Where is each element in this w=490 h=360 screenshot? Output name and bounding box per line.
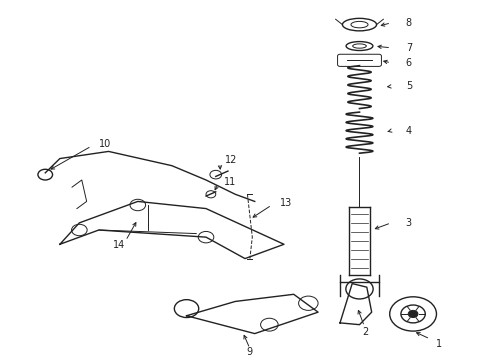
Text: 4: 4 xyxy=(406,126,412,136)
Text: 12: 12 xyxy=(224,156,237,165)
Text: 3: 3 xyxy=(406,218,412,228)
FancyBboxPatch shape xyxy=(338,54,381,66)
Text: 2: 2 xyxy=(363,327,369,337)
Text: 13: 13 xyxy=(280,198,293,208)
Text: 14: 14 xyxy=(113,240,125,250)
Text: 9: 9 xyxy=(247,347,253,357)
Text: 5: 5 xyxy=(406,81,412,91)
Text: 11: 11 xyxy=(223,177,236,187)
Text: 7: 7 xyxy=(406,43,412,53)
Text: 1: 1 xyxy=(436,339,442,348)
Circle shape xyxy=(408,310,418,318)
Text: 8: 8 xyxy=(406,18,412,28)
Text: 6: 6 xyxy=(406,58,412,68)
Text: 10: 10 xyxy=(99,139,111,149)
